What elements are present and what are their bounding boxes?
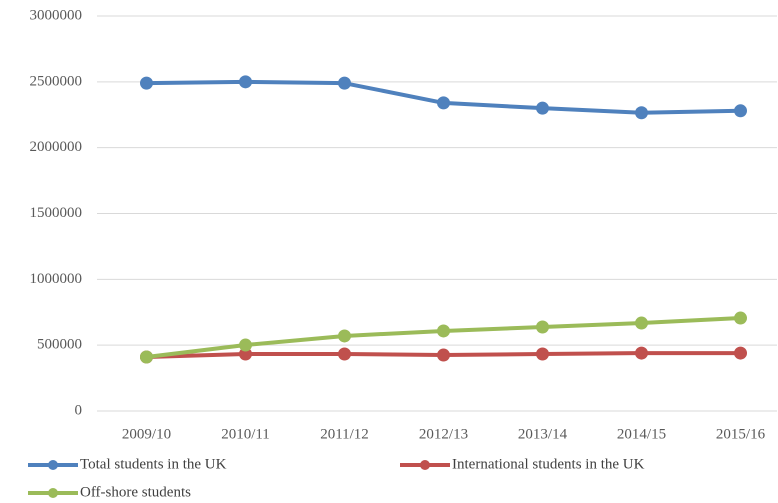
data-point <box>536 320 549 334</box>
legend-marker <box>420 460 430 470</box>
data-point <box>536 101 549 115</box>
data-point <box>734 346 747 360</box>
y-tick-label: 3000000 <box>30 7 83 23</box>
data-point <box>536 347 549 361</box>
data-point <box>239 75 252 89</box>
legend: Total students in the UK International st… <box>28 456 645 500</box>
x-tick-label: 2014/15 <box>617 426 666 442</box>
legend-marker <box>48 488 58 498</box>
data-point <box>734 104 747 118</box>
x-tick-label: 2011/12 <box>320 426 369 442</box>
data-point <box>437 324 450 338</box>
data-point <box>239 338 252 352</box>
data-point <box>635 346 648 360</box>
data-point <box>140 76 153 90</box>
data-point <box>635 106 648 120</box>
x-tick-label: 2013/14 <box>518 426 568 442</box>
data-point <box>140 350 153 364</box>
data-point <box>338 76 351 90</box>
legend-marker <box>48 460 58 470</box>
data-point <box>338 347 351 361</box>
y-tick-label: 1500000 <box>30 205 83 221</box>
x-tick-label: 2010/11 <box>221 426 270 442</box>
x-tick-label: 2012/13 <box>419 426 468 442</box>
legend-label: Off-shore students <box>80 484 191 500</box>
data-point <box>338 329 351 343</box>
y-tick-label: 2500000 <box>30 73 83 89</box>
data-point <box>734 311 747 325</box>
legend-label: Total students in the UK <box>80 456 227 472</box>
y-tick-label: 0 <box>75 402 83 418</box>
y-tick-label: 1000000 <box>30 271 83 287</box>
data-point <box>437 96 450 110</box>
data-point <box>635 316 648 330</box>
y-tick-label: 500000 <box>37 337 82 353</box>
x-tick-label: 2009/10 <box>122 426 171 442</box>
legend-label: International students in the UK <box>452 456 645 472</box>
data-point <box>437 348 450 362</box>
x-tick-label: 2015/16 <box>716 426 766 442</box>
y-tick-label: 2000000 <box>30 139 83 155</box>
data-point <box>239 347 252 361</box>
